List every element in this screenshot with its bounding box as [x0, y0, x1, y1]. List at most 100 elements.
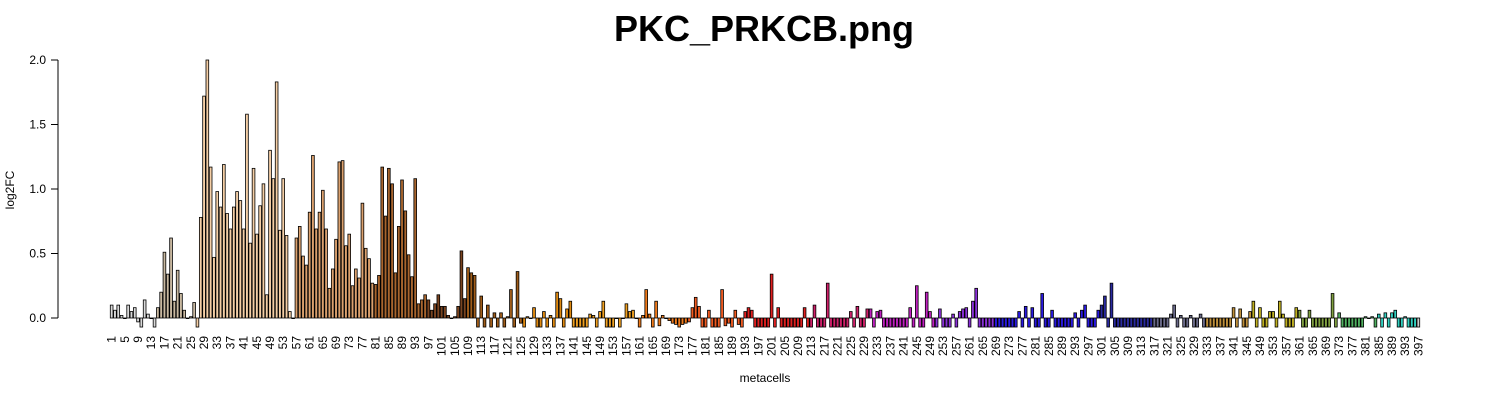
bar: [344, 245, 348, 319]
bar: [1410, 317, 1414, 328]
bar: [1020, 317, 1025, 328]
bar: [377, 275, 381, 319]
bar: [357, 277, 361, 319]
bar: [1129, 317, 1134, 328]
bar: [1301, 317, 1305, 328]
x-tick-label: 85: [382, 336, 396, 350]
bar: [175, 269, 180, 319]
bar: [888, 317, 893, 328]
bar: [990, 317, 995, 328]
bar: [918, 317, 922, 328]
bar: [1165, 317, 1170, 328]
bar: [868, 308, 873, 319]
x-tick-label: 21: [171, 336, 185, 350]
bar: [1017, 311, 1021, 319]
bar: [769, 273, 774, 319]
bar: [446, 315, 450, 319]
bar: [231, 206, 236, 319]
bar: [967, 317, 972, 328]
bar: [202, 95, 206, 319]
bar: [472, 275, 477, 319]
bar: [1311, 317, 1315, 328]
bar: [443, 305, 447, 319]
bar: [218, 206, 223, 319]
bar: [1063, 317, 1068, 328]
bar: [1330, 293, 1335, 319]
bar: [1320, 317, 1325, 328]
bar: [1403, 316, 1407, 319]
bar: [139, 317, 144, 328]
bar: [1060, 317, 1064, 328]
bar: [726, 317, 731, 324]
bar: [750, 309, 754, 319]
bar: [634, 317, 639, 320]
bar: [436, 294, 441, 319]
bar: [281, 178, 285, 319]
x-tick-label: 17: [157, 336, 171, 350]
bar: [162, 251, 167, 319]
bar: [957, 311, 962, 319]
bar: [1377, 313, 1381, 319]
bar: [1344, 317, 1348, 328]
bar: [981, 317, 985, 328]
x-tick-label: 181: [699, 336, 713, 356]
bar: [951, 313, 955, 319]
x-tick-label: 393: [1398, 336, 1412, 356]
bar: [733, 309, 738, 319]
bar: [1347, 317, 1351, 328]
bar: [347, 233, 351, 319]
bar: [1261, 317, 1266, 328]
bar: [528, 317, 533, 320]
bar: [855, 305, 860, 319]
bar: [1142, 317, 1147, 328]
bar: [1076, 317, 1081, 328]
bar: [730, 317, 734, 328]
bar: [1400, 317, 1404, 328]
bar: [1033, 317, 1038, 328]
x-tick-label: 325: [1174, 336, 1188, 356]
bar: [258, 205, 262, 319]
bar: [604, 317, 609, 328]
bar: [535, 317, 540, 328]
bar: [499, 312, 503, 319]
bar: [1386, 317, 1391, 328]
bar: [1383, 312, 1388, 319]
bar: [618, 317, 622, 328]
bar: [1014, 317, 1018, 328]
bar: [845, 317, 850, 328]
bar: [1218, 317, 1223, 328]
bar: [1390, 312, 1394, 319]
bar: [928, 311, 932, 319]
bar: [268, 149, 272, 319]
bar: [1324, 317, 1328, 328]
bar: [1212, 317, 1216, 328]
x-tick-label: 373: [1332, 336, 1346, 356]
x-tick-label: 9: [131, 336, 145, 343]
bar: [842, 317, 846, 328]
bar: [142, 299, 147, 319]
x-tick-label: 49: [263, 336, 277, 350]
x-tick-label: 337: [1213, 336, 1227, 356]
bar: [799, 317, 804, 328]
x-tick-label: 137: [553, 336, 567, 356]
bar: [350, 285, 355, 319]
x-tick-label: 45: [250, 336, 264, 350]
x-tick-label: 13: [144, 336, 158, 350]
bar: [839, 317, 843, 328]
bar: [453, 316, 457, 319]
bar: [555, 291, 559, 319]
bar: [901, 317, 906, 328]
bar: [189, 316, 193, 319]
bar: [687, 317, 691, 323]
bar: [416, 303, 421, 319]
bar: [515, 271, 520, 319]
bar: [314, 228, 318, 319]
x-tick-label: 225: [844, 336, 858, 356]
x-tick-label: 377: [1345, 336, 1359, 356]
bar: [380, 166, 384, 319]
bar: [123, 317, 127, 320]
bar: [1231, 307, 1236, 319]
bar: [1225, 317, 1229, 328]
bar: [1175, 317, 1180, 328]
x-tick-label: 193: [738, 336, 752, 356]
